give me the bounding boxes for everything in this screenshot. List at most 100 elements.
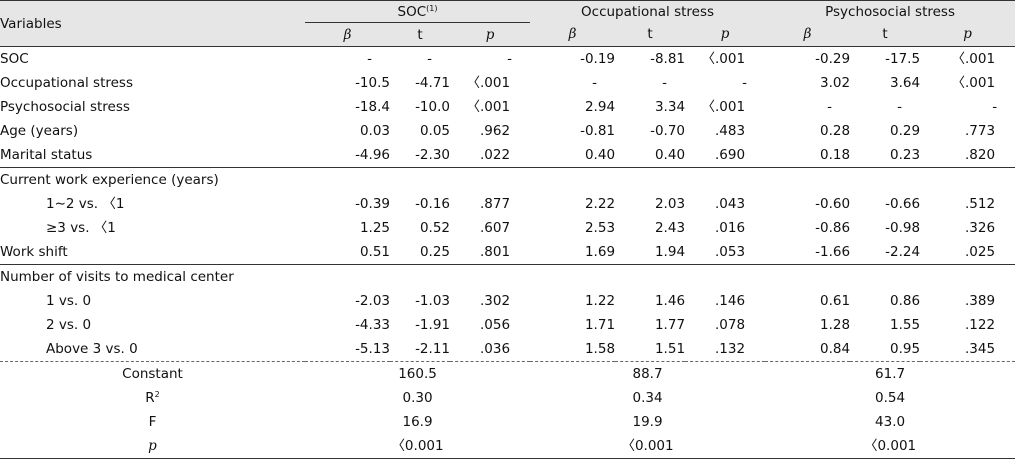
occupational-constant: 88.7 [530,361,766,386]
cell: - [507,51,513,67]
t-header: t [850,22,921,47]
cell: -0.16 [415,196,450,212]
soc-footnote-marker: (1) [426,3,438,13]
variables-header: Variables [0,0,305,47]
table-row-visits-heading: Number of visits to medical center [0,264,1015,289]
r-squared-label: R2 [0,386,305,410]
cell: 1.28 [819,317,851,333]
cell: 0.40 [654,147,686,163]
cell: -0.86 [815,220,851,236]
cell: -4.33 [355,317,390,333]
row-label: 2 vs. 0 [46,317,92,333]
cell: 0.28 [819,123,851,139]
cell: -2.30 [415,147,450,163]
t-header: t [615,22,686,47]
cell: - [427,51,432,67]
cell: -2.11 [415,341,450,357]
p-header: p [450,22,531,47]
cell: -0.81 [580,123,616,139]
row-label: Above 3 vs. 0 [46,341,138,357]
cell: 1.46 [654,293,686,309]
beta-header: β [765,22,851,47]
cell: -18.4 [355,99,390,115]
cell: -0.66 [885,196,921,212]
cell: - [662,75,668,91]
cell: .302 [479,293,511,309]
cell: - [367,51,372,67]
cell: -0.19 [580,51,616,67]
cell: .043 [714,196,746,212]
footer-row-p: p 〈0.001 〈0.001 〈0.001 [0,434,1015,459]
beta-header: β [305,22,390,47]
constant-label: Constant [0,361,305,386]
cell: .483 [714,123,746,139]
cell: - [897,99,903,115]
psychosocial-p: 〈0.001 [765,434,1015,459]
cell: - [592,75,598,91]
cell: 0.52 [419,220,450,236]
p-header: p [685,22,766,47]
soc-group-label: SOC [397,3,427,20]
cell: .801 [479,244,511,260]
soc-f: 16.9 [402,414,433,430]
cell: -4.96 [355,147,390,163]
table-row-exp-3-plus: ≥3 vs. 〈1 1.25 0.52 .607 2.53 2.43 .016 … [0,216,1015,240]
cell: -0.60 [815,196,851,212]
footer-row-constant: Constant 160.5 88.7 61.7 [0,361,1015,386]
cell: .132 [714,341,746,357]
cell: .389 [965,293,996,309]
f-label: F [148,414,157,430]
cell: 0.95 [889,341,921,357]
cell: 0.18 [819,147,851,163]
cell: .512 [965,196,996,212]
cell: 0.05 [419,123,450,139]
row-label: Marital status [0,147,93,163]
cell: 3.64 [889,75,921,91]
cell: .053 [714,244,746,260]
cell: 0.23 [889,147,921,163]
row-label: SOC [0,51,29,67]
table-row-soc: SOC - - - -0.19 -8.81 〈.001 -0.29 -17.5 … [0,47,1015,72]
cell: 〈.001 [951,51,996,67]
row-label: Psychosocial stress [0,99,130,115]
cell: 〈.001 [701,99,746,115]
cell: 2.94 [584,99,616,115]
cell: .122 [965,317,996,333]
cell: 0.40 [584,147,616,163]
soc-r-squared: 0.30 [402,390,433,406]
row-label: Age (years) [0,123,79,139]
row-group-label: Number of visits to medical center [0,264,1015,289]
row-label: Work shift [0,244,68,260]
soc-constant: 160.5 [305,361,531,386]
occupational-p: 〈0.001 [530,434,766,459]
cell: 1.25 [359,220,390,236]
table-row-visits-3: Above 3 vs. 0 -5.13 -2.11 .036 1.58 1.51… [0,337,1015,362]
header-row-stats: β t p β t p β t p [0,22,1015,47]
cell: .690 [714,147,746,163]
cell: 0.03 [359,123,390,139]
cell: -1.91 [415,317,450,333]
cell: .773 [965,123,996,139]
cell: -0.39 [355,196,390,212]
cell: 1.58 [584,341,616,357]
r-label: R [145,390,155,406]
cell: 1.55 [889,317,921,333]
table-row-visits-1: 1 vs. 0 -2.03 -1.03 .302 1.22 1.46 .146 … [0,289,1015,313]
table-row-work-experience-heading: Current work experience (years) [0,167,1015,192]
row-group-label: Current work experience (years) [0,167,1015,192]
cell: -10.0 [415,99,450,115]
cell: -0.98 [885,220,921,236]
cell: .345 [965,341,996,357]
cell: 1.71 [584,317,616,333]
occupational-f: 19.9 [632,414,663,430]
cell: .056 [479,317,511,333]
cell: .146 [714,293,746,309]
cell: 3.02 [819,75,851,91]
table-row-occupational: Occupational stress -10.5 -4.71 〈.001 - … [0,71,1015,95]
cell: 2.22 [584,196,616,212]
cell: -17.5 [885,51,921,67]
cell: -1.03 [415,293,450,309]
cell: - [827,99,833,115]
cell: 1.69 [584,244,616,260]
